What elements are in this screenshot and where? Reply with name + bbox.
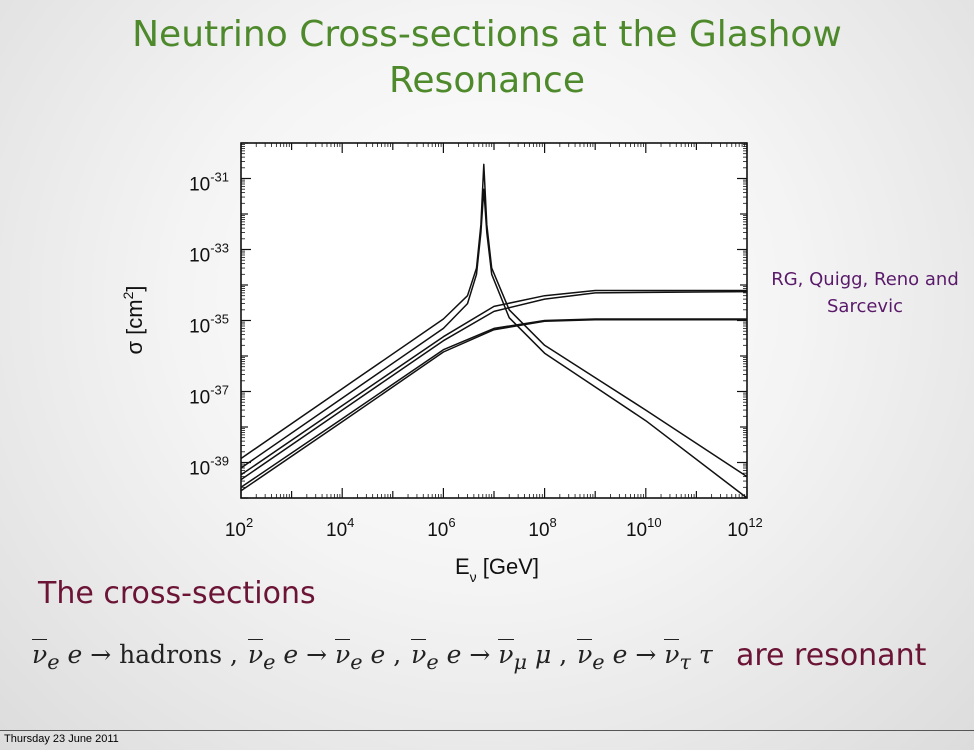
series-line-3 — [240, 290, 748, 481]
footer-date: Thursday 23 June 2011 — [4, 733, 119, 745]
citation: RG, Quigg, Reno and Sarcevic — [760, 266, 970, 320]
title-line-2: Resonance — [389, 60, 585, 101]
y-tick-label: 10-39 — [189, 454, 229, 480]
y-tick-label: 10-33 — [189, 241, 229, 267]
process-electron: νe e → νe e , — [247, 640, 410, 674]
y-tick-label: 10-37 — [189, 383, 229, 409]
x-tick-label: 102 — [225, 515, 253, 541]
y-axis-label: σ [cm2] — [120, 285, 147, 354]
process-hadrons: νe e → hadrons , — [32, 640, 246, 674]
footer-divider — [0, 730, 974, 731]
slide-title: Neutrino Cross-sections at the Glashow R… — [0, 12, 974, 104]
plot-frame — [240, 142, 748, 499]
process-muon: νe e → νμ μ , — [411, 640, 576, 674]
x-tick-label: 108 — [528, 515, 556, 541]
resonant-text: are resonant — [736, 638, 927, 673]
process-muon-label: μ — [535, 640, 552, 669]
process-list: νe e → hadrons , νe e → νe e , νe e → νμ… — [32, 640, 715, 680]
x-tick-label: 1010 — [626, 515, 662, 541]
x-tick-label: 104 — [326, 515, 354, 541]
x-tick-label: 1012 — [727, 515, 763, 541]
series-line-5 — [240, 318, 747, 492]
y-tick-label: 10-31 — [189, 170, 229, 196]
process-electron-label: e — [370, 640, 386, 669]
title-line-1: Neutrino Cross-sections at the Glashow — [132, 14, 842, 55]
series-line-1 — [240, 188, 748, 499]
x-axis-label: Eν [GeV] — [455, 554, 539, 585]
cross-sections-text: The cross-sections — [38, 576, 316, 611]
process-hadrons-label: hadrons — [119, 640, 223, 669]
process-tau: νe e → ντ τ — [577, 640, 713, 674]
process-tau-label: τ — [698, 640, 713, 669]
cross-section-chart: 102 104 106 108 1010 1012 10-31 10-33 10-35 10-37… — [120, 142, 763, 585]
series-line-0 — [240, 163, 748, 478]
y-tick-label: 10-35 — [189, 312, 229, 338]
series-line-2 — [240, 289, 747, 476]
citation-line-1: RG, Quigg, Reno and — [771, 269, 959, 290]
x-tick-label: 106 — [427, 515, 455, 541]
citation-line-2: Sarcevic — [827, 296, 903, 317]
